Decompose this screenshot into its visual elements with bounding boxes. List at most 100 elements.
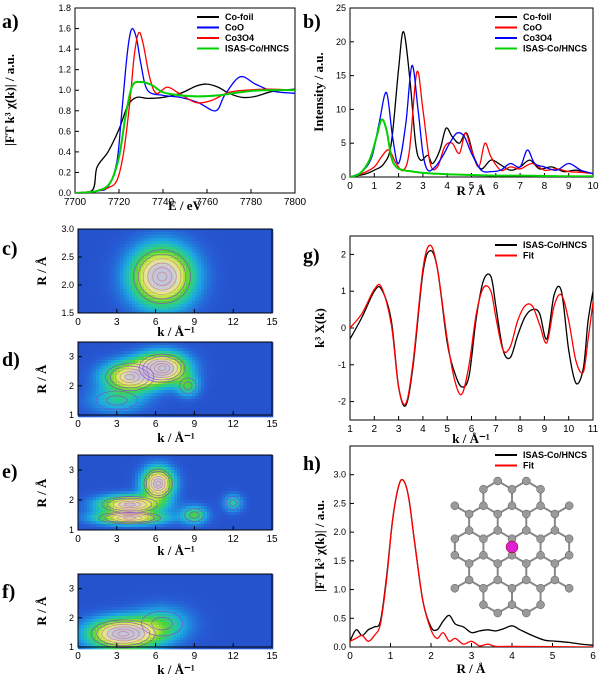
x-tick-label: 9 [192, 534, 198, 545]
x-tick-label: 2 [372, 424, 378, 435]
carbon-atom [550, 559, 560, 568]
y-axis-label: |FT k³ χ(k)| / a.u. [2, 54, 17, 146]
plot-frame [77, 573, 273, 648]
carbon-atom [564, 551, 574, 560]
x-tick-label: 10 [563, 424, 575, 435]
y-tick-label: 2.5 [333, 498, 346, 508]
y-tick-label: 0.0 [333, 642, 346, 652]
contour-line [147, 262, 177, 291]
carbon-atom [522, 509, 531, 519]
plot-frame [77, 228, 273, 314]
contour-line [142, 356, 182, 381]
x-tick-label: 5 [469, 181, 475, 192]
series-line [75, 31, 295, 193]
y-tick-label: 15 [336, 71, 346, 81]
x-tick-label: 6 [590, 651, 596, 662]
contour-line [184, 508, 205, 522]
series-line [350, 244, 593, 406]
contour-line [110, 514, 149, 522]
contour-line [118, 500, 142, 509]
y-tick-label: 3 [69, 584, 74, 594]
x-tick-label: 7720 [108, 197, 131, 208]
carbon-atom [536, 584, 545, 593]
x-tick-label: 4 [509, 651, 515, 662]
panel-label: f) [2, 581, 15, 603]
heatmap-cells [78, 342, 274, 418]
contour-line [101, 624, 145, 644]
molecular-structure-inset [450, 476, 574, 618]
y-tick-label: -2 [338, 397, 346, 407]
x-tick-label: 4 [420, 424, 426, 435]
legend-label: Co3O4 [523, 33, 552, 43]
chart-panel-c: 0 3 6 9 12 15 1.5 2.0 2.5 3.0 k / Å⁻¹ R / Å c) [2, 224, 278, 339]
x-tick-label: 0 [347, 181, 353, 192]
y-axis-label: R / Å [34, 256, 49, 286]
carbon-atom [493, 476, 502, 486]
x-axis-label: k / Å⁻¹ [157, 324, 195, 339]
contour-line [156, 271, 168, 282]
y-tick-label: 1 [69, 410, 74, 420]
x-tick-label: 0 [75, 317, 81, 328]
contour-line [189, 511, 200, 519]
x-tick-label: 3 [420, 181, 426, 192]
carbon-atom [464, 526, 474, 535]
contour-line [150, 360, 174, 376]
legend-label: CoO [225, 23, 244, 33]
contour-line [106, 626, 140, 642]
series-line [350, 478, 593, 647]
x-tick-label: 0 [347, 651, 353, 662]
contour-line [124, 373, 135, 381]
x-tick-label: 5 [444, 424, 450, 435]
y-tick-label: 3.0 [333, 470, 346, 480]
legend-label: Co3O4 [225, 33, 254, 43]
heatmap-cells [78, 229, 274, 314]
contour-line [155, 480, 161, 487]
y-tick-label: 3 [69, 465, 74, 475]
x-tick-label: 3 [114, 651, 120, 662]
contour-line [151, 617, 173, 631]
x-axis-label: k / Å⁻¹ [157, 543, 195, 558]
carbon-atom [493, 575, 502, 585]
x-tick-label: 6 [153, 651, 159, 662]
legend-label: CoO [523, 23, 542, 33]
cobalt-atom [505, 540, 519, 554]
x-tick-label: 15 [266, 419, 278, 430]
x-tick-label: 8 [542, 181, 548, 192]
carbon-atom [536, 534, 545, 543]
x-tick-label: 15 [266, 651, 278, 662]
x-tick-label: 12 [228, 651, 240, 662]
x-axis-label: R / Å [457, 661, 487, 676]
carbon-atom [522, 575, 531, 585]
y-tick-label: 1.0 [333, 585, 346, 595]
x-tick-label: 0 [75, 534, 81, 545]
panel-label: d) [2, 349, 20, 371]
carbon-atom [493, 509, 502, 519]
contour-line [179, 377, 197, 394]
series-line [350, 64, 593, 177]
y-tick-label: 1.0 [58, 85, 71, 95]
x-tick-label: 7800 [284, 197, 307, 208]
x-tick-label: 3 [396, 424, 402, 435]
carbon-atom [479, 501, 488, 510]
series-line [75, 80, 295, 193]
x-tick-label: 8 [517, 424, 523, 435]
carbon-atom [464, 575, 474, 585]
x-tick-label: 15 [266, 317, 278, 328]
carbon-atom [536, 501, 545, 510]
x-tick-label: 3 [114, 534, 120, 545]
contour-line [123, 502, 136, 507]
contour-line [98, 511, 162, 525]
contour-line [105, 363, 155, 392]
chart-panel-h: 0 1 2 3 4 5 6 0.0 0.5 1.0 1.5 2.0 2.5 3.0 R / Å |FT k³ … [303, 445, 596, 676]
y-tick-label: 10 [336, 104, 346, 114]
x-tick-label: 1 [347, 424, 353, 435]
chart-panel-a: 7700 7720 7740 7760 7780 7800 0.0 0.2 0.4 0.6 0.8 1… [2, 3, 307, 213]
panel-label: b) [303, 11, 321, 33]
y-tick-label: 2.0 [333, 527, 346, 537]
y-tick-label: 2 [69, 613, 74, 623]
carbon-atom [479, 584, 488, 593]
y-tick-label: 2.5 [61, 252, 74, 262]
carbon-atom [522, 476, 531, 486]
